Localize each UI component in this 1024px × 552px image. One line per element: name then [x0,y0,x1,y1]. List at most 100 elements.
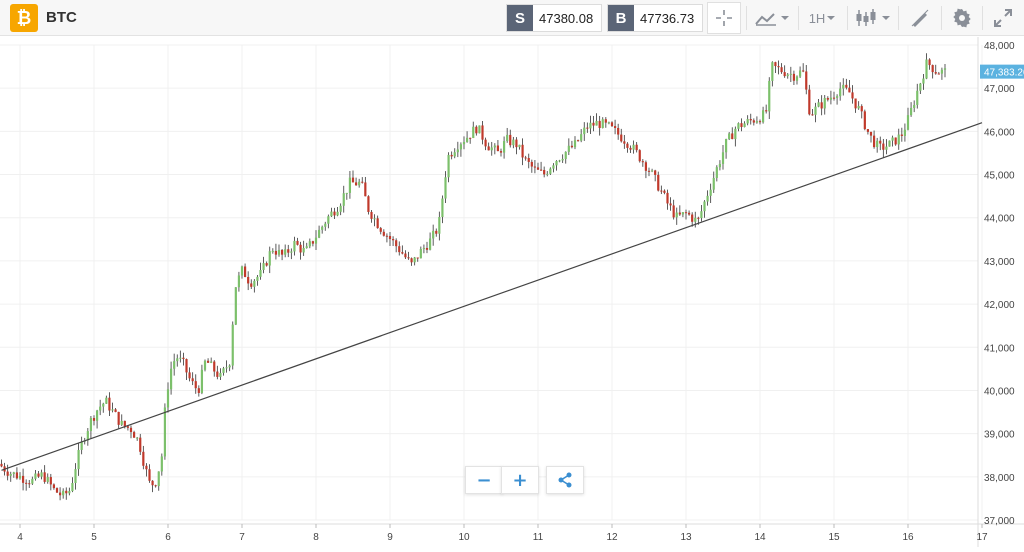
draw-tool-button[interactable] [903,2,937,34]
candle-body [589,122,592,129]
candle-body [672,205,675,218]
candle-body [370,211,373,219]
candle-body [484,139,487,147]
candle-body [117,411,120,425]
candle-body [521,144,524,158]
buy-button[interactable]: B 47736.73 [607,4,703,32]
candle-body [573,140,577,148]
candle-body [839,88,842,97]
candle-body [647,170,651,172]
candle-body [376,218,379,229]
candle-body [111,409,114,411]
candle-body [129,427,133,433]
candle-body [546,173,549,175]
x-tick-label: 15 [828,532,840,543]
candle-body [539,169,543,171]
candle-body [296,240,299,245]
x-tick-label: 10 [458,532,470,543]
candle-body [259,270,262,277]
candle-body [225,367,228,369]
current-price-label: 47,383.26 [984,68,1024,79]
price-chart[interactable]: 37,000 38,000 39,000 40,000 41,000 42,000 43,0… [0,37,1024,547]
candle-body [576,140,580,142]
candle-body [9,473,12,476]
candle-body [58,492,62,496]
candle-body [382,231,385,236]
candle-body [364,182,367,197]
candles-button[interactable] [852,2,894,34]
candle-body [943,68,947,70]
candle-body [765,110,768,112]
candle-body [401,252,404,254]
candle-body [12,472,15,474]
candle-body [185,359,188,373]
candle-body [487,146,490,151]
candle-body [139,437,142,452]
crosshair-button[interactable] [707,2,741,34]
candle-body [832,97,836,99]
y-tick-label: 41,000 [984,343,1015,354]
candle-body [592,122,595,126]
fullscreen-button[interactable] [987,2,1019,34]
candle-body [68,491,71,494]
candle-body [441,198,444,218]
candle-body [265,263,268,266]
candle-body [157,471,160,487]
candle-body [348,177,352,193]
settings-button[interactable] [946,2,978,34]
candle-body [290,251,293,253]
toolbar-divider [982,6,983,30]
candle-body [728,133,731,140]
zoom-in-button[interactable]: + [501,466,539,494]
candle-body [216,371,219,377]
candle-body [530,161,533,167]
candlestick-chart[interactable]: 37,000 38,000 39,000 40,000 41,000 42,000 43,0… [0,37,1024,547]
sell-button[interactable]: S 47380.08 [506,4,602,32]
candle-body [894,137,897,145]
candle-body [324,223,327,227]
candle-body [203,360,207,370]
chart-toolbar: ₿ BTC S 47380.08 B 47736.73 1H [0,0,1024,36]
candle-body [641,161,644,163]
candle-body [718,163,722,168]
candle-body [6,471,9,476]
candle-body [250,283,253,287]
candle-body [475,126,478,134]
candle-body [462,141,466,145]
candle-body [654,170,657,175]
candle-body [148,469,151,481]
candle-body [583,127,586,135]
buy-price: 47736.73 [640,10,695,26]
candle-body [490,147,493,151]
candle-body [25,482,28,484]
chevron-down-icon [827,16,836,20]
candle-body [145,465,148,470]
candle-body [780,67,783,73]
share-button[interactable] [546,466,584,494]
candle-body [237,275,241,288]
candle-body [854,98,857,109]
candle-body [388,235,392,240]
candle-body [496,145,500,152]
candle-body [848,87,851,93]
x-tick-label: 11 [533,532,544,543]
chart-type-button[interactable] [752,2,792,34]
candle-body [210,361,213,363]
zoom-out-button[interactable]: − [465,466,503,494]
candle-body [163,407,167,457]
candle-body [327,216,330,224]
candle-body [293,240,296,252]
candle-body [789,73,792,75]
candle-body [635,144,638,151]
candle-body [866,129,870,132]
candle-body [34,473,37,479]
candle-body [213,361,216,372]
timeframe-dropdown[interactable]: 1H [803,2,843,34]
candle-body [453,152,456,157]
trend-line[interactable] [1,122,983,471]
candle-body [191,378,194,382]
candle-body [715,167,718,178]
candle-body [940,69,944,74]
candle-body [567,145,570,152]
candle-body [55,488,59,493]
